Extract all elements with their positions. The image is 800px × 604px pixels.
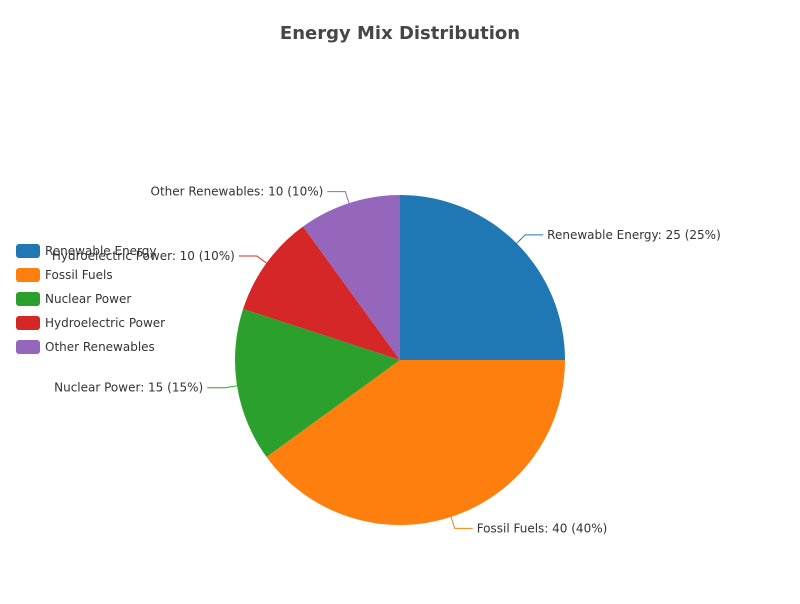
- pie-slice-other-renewables[interactable]: [303, 195, 400, 360]
- slice-label-fossil-fuels: Fossil Fuels: 40 (40%): [477, 521, 608, 535]
- legend-item-hydroelectric-power[interactable]: Hydroelectric Power: [16, 316, 165, 330]
- leader-line-fossil-fuels: [450, 516, 473, 529]
- leader-line-other-renewables: [327, 191, 350, 204]
- legend: Renewable Energy Fossil Fuels Nuclear Powe…: [16, 244, 165, 354]
- legend-item-nuclear-power[interactable]: Nuclear Power: [16, 292, 131, 306]
- pie-slice-fossil-fuels[interactable]: [266, 360, 565, 525]
- legend-item-renewable-energy[interactable]: Renewable Energy: [16, 244, 157, 258]
- legend-item-fossil-fuels[interactable]: Fossil Fuels: [16, 268, 113, 282]
- slice-labels: Renewable Energy: 25 (25%) Fossil Fuels: …: [52, 185, 721, 536]
- slice-label-hydroelectric-power: Hydroelectric Power: 10 (10%): [52, 249, 235, 263]
- pie-slice-nuclear-power[interactable]: [235, 309, 400, 457]
- legend-swatch-hydroelectric-power: [16, 316, 40, 330]
- legend-swatch-nuclear-power: [16, 292, 40, 306]
- leader-line-hydroelectric-power: [238, 255, 267, 264]
- slice-label-renewable-energy: Renewable Energy: 25 (25%): [547, 228, 721, 242]
- legend-swatch-renewable-energy: [16, 244, 40, 258]
- legend-swatch-fossil-fuels: [16, 268, 40, 282]
- slice-label-nuclear-power: Nuclear Power: 15 (15%): [54, 381, 203, 395]
- chart-title: Energy Mix Distribution: [280, 23, 520, 44]
- pie-slice-hydroelectric-power[interactable]: [243, 226, 400, 360]
- slice-label-leaders: [207, 191, 544, 529]
- leader-line-nuclear-power: [207, 385, 238, 389]
- leader-line-renewable-energy: [516, 234, 544, 244]
- legend-item-other-renewables[interactable]: Other Renewables: [16, 340, 155, 354]
- legend-label-nuclear-power: Nuclear Power: [45, 292, 131, 306]
- slice-label-other-renewables: Other Renewables: 10 (10%): [151, 185, 324, 199]
- legend-label-hydroelectric-power: Hydroelectric Power: [45, 316, 165, 330]
- pie-slices: [235, 195, 565, 525]
- pie-slice-renewable-energy[interactable]: [400, 195, 565, 360]
- legend-label-renewable-energy: Renewable Energy: [45, 244, 157, 258]
- legend-label-fossil-fuels: Fossil Fuels: [45, 268, 113, 282]
- legend-swatch-other-renewables: [16, 340, 40, 354]
- legend-label-other-renewables: Other Renewables: [45, 340, 155, 354]
